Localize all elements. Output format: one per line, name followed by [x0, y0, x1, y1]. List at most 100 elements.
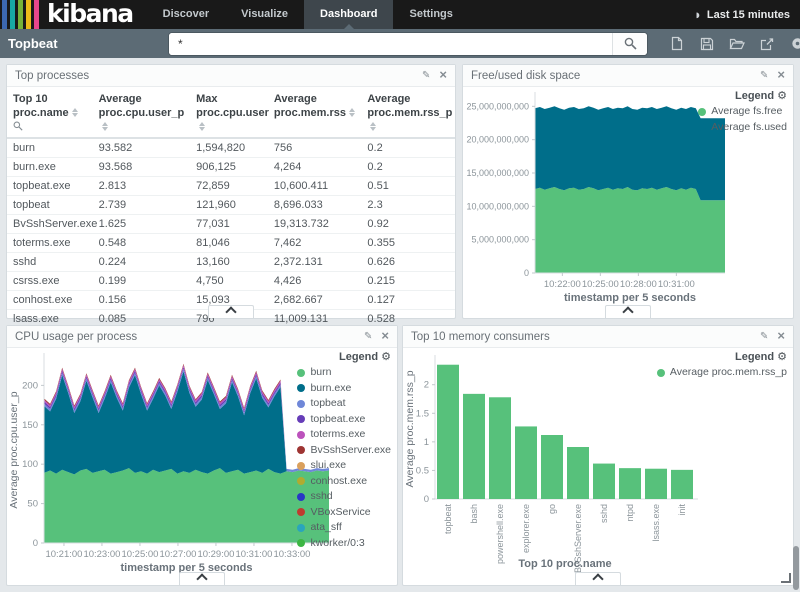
table-cell[interactable]: 2.813 — [92, 176, 191, 196]
column-header[interactable]: Max proc.cpu.user — [190, 89, 269, 140]
table-cell[interactable]: 93.568 — [92, 157, 191, 177]
column-header[interactable]: Average proc.mem.rss — [267, 89, 362, 140]
legend-item[interactable]: burn — [297, 365, 391, 381]
table-cell[interactable]: 2,372.131 — [267, 252, 362, 272]
table-cell[interactable]: 121,960 — [190, 195, 268, 215]
nav-item-discover[interactable]: Discover — [162, 8, 210, 20]
column-header[interactable]: Average proc.cpu.user_p — [92, 89, 191, 140]
table-cell[interactable]: burn — [13, 142, 36, 155]
scrollbar-thumb[interactable] — [793, 546, 799, 590]
table-cell[interactable]: 2.3 — [361, 195, 455, 215]
bar-bvsshserver-exe[interactable] — [567, 447, 589, 499]
nav-item-settings[interactable]: Settings — [409, 8, 453, 20]
table-cell[interactable]: lsass.exe — [7, 309, 93, 329]
column-header[interactable]: Average proc.mem.rss_p — [361, 89, 455, 140]
remove-panel-icon[interactable]: × — [777, 328, 785, 343]
table-cell[interactable]: csrss.exe — [7, 271, 93, 291]
table-cell[interactable]: BvSshServer.exe — [7, 214, 97, 234]
table-cell[interactable]: 13,160 — [190, 252, 268, 272]
nav-item-dashboard[interactable]: Dashboard — [304, 0, 394, 29]
table-cell[interactable]: 2,682.667 — [267, 290, 362, 310]
sort-icon[interactable] — [101, 122, 108, 132]
legend-item[interactable]: Average fs.free — [698, 104, 787, 120]
table-cell[interactable]: 0.156 — [92, 290, 191, 310]
legend-item[interactable]: kworker/0:3 — [297, 536, 391, 552]
table-cell[interactable]: topbeat.exe — [7, 176, 93, 196]
table-cell[interactable]: conhost.exe — [7, 290, 93, 310]
table-cell[interactable]: 0.92 — [361, 214, 455, 234]
collapse-panel-button[interactable] — [208, 305, 254, 318]
legend-item[interactable]: BvSshServer.exe — [297, 443, 391, 459]
table-cell[interactable]: 4,426 — [267, 271, 362, 291]
legend-gear-icon[interactable]: ⚙ — [381, 351, 391, 363]
table-cell[interactable]: 0.224 — [92, 252, 191, 272]
table-cell[interactable]: 0.199 — [92, 271, 191, 291]
table-cell[interactable]: 8,696.033 — [267, 195, 362, 215]
bar-go[interactable] — [541, 435, 563, 499]
table-cell[interactable]: 1.625 — [92, 214, 191, 234]
table-cell[interactable]: 0.51 — [361, 176, 455, 196]
table-cell[interactable]: burn.exe — [7, 157, 93, 177]
query-input[interactable] — [169, 32, 612, 55]
edit-panel-icon[interactable]: ✎ — [760, 330, 769, 342]
legend-gear-icon[interactable]: ⚙ — [777, 351, 787, 363]
table-cell[interactable]: 0.2 — [367, 142, 383, 155]
sort-icon[interactable] — [349, 108, 356, 118]
table-cell[interactable]: 77,031 — [190, 214, 268, 234]
table-cell[interactable]: 756 — [273, 142, 293, 155]
legend-gear-icon[interactable]: ⚙ — [777, 90, 787, 102]
save-dashboard-button[interactable] — [692, 33, 722, 55]
sort-icon[interactable] — [71, 108, 78, 118]
table-cell[interactable]: 0.528 — [361, 309, 455, 329]
bar-bash[interactable] — [463, 393, 485, 499]
edit-panel-icon[interactable]: ✎ — [760, 69, 769, 81]
new-dashboard-button[interactable] — [662, 33, 692, 55]
legend-item[interactable]: topbeat.exe — [297, 412, 391, 428]
table-cell[interactable]: 2.739 — [92, 195, 191, 215]
legend-item[interactable]: conhost.exe — [297, 474, 391, 490]
sort-icon[interactable] — [199, 122, 206, 132]
table-cell[interactable]: 19,313.732 — [267, 214, 362, 234]
bar-ntpd[interactable] — [619, 468, 641, 499]
open-dashboard-button[interactable] — [722, 33, 752, 55]
legend-item[interactable]: topbeat — [297, 396, 391, 412]
legend-item[interactable]: burn.exe — [297, 381, 391, 397]
table-cell[interactable]: 0.127 — [361, 290, 455, 310]
legend-item[interactable]: Average proc.mem.rss_p — [656, 365, 787, 381]
table-cell[interactable]: 15,093 — [190, 290, 268, 310]
table-cell[interactable]: 0.215 — [361, 271, 455, 291]
collapse-panel-button[interactable] — [179, 572, 225, 585]
edit-panel-icon[interactable]: ✎ — [422, 69, 431, 81]
table-cell[interactable]: topbeat — [7, 195, 93, 215]
bar-topbeat[interactable] — [437, 364, 459, 499]
bar-powershell-exe[interactable] — [489, 397, 511, 499]
time-filter-button[interactable]: ◗ Last 15 minutes — [694, 0, 800, 29]
table-cell[interactable]: 4,750 — [190, 271, 268, 291]
table-cell[interactable]: 0.2 — [361, 157, 455, 177]
bar-lsass-exe[interactable] — [645, 468, 667, 499]
share-dashboard-button[interactable] — [752, 33, 782, 55]
column-header[interactable]: Top 10 proc.name — [7, 89, 93, 140]
legend-item[interactable]: sshd — [297, 489, 391, 505]
table-cell[interactable]: 0.548 — [92, 233, 191, 253]
table-cell[interactable]: 906,125 — [190, 157, 268, 177]
bar-sshd[interactable] — [593, 463, 615, 499]
table-cell[interactable]: 81,046 — [190, 233, 268, 253]
kibana-logo[interactable]: kibana — [0, 0, 147, 29]
table-cell[interactable]: 0.085 — [92, 309, 191, 329]
table-cell[interactable]: 72,859 — [190, 176, 268, 196]
table-cell[interactable]: 10,600.411 — [267, 176, 362, 196]
table-cell[interactable]: 7,462 — [267, 233, 362, 253]
table-cell[interactable]: 0.355 — [361, 233, 455, 253]
legend-item[interactable]: slui.exe — [297, 458, 391, 474]
edit-panel-icon[interactable]: ✎ — [364, 330, 373, 342]
table-cell[interactable]: 93.582 — [98, 142, 133, 155]
column-filter-icon[interactable] — [13, 121, 87, 136]
panel-resize-handle[interactable] — [781, 573, 791, 583]
collapse-panel-button[interactable] — [605, 305, 651, 318]
bar-init[interactable] — [671, 469, 693, 499]
legend-item[interactable]: VBoxService — [297, 505, 391, 521]
sort-icon[interactable] — [370, 122, 377, 132]
remove-panel-icon[interactable]: × — [777, 67, 785, 82]
table-cell[interactable]: toterms.exe — [7, 233, 93, 253]
